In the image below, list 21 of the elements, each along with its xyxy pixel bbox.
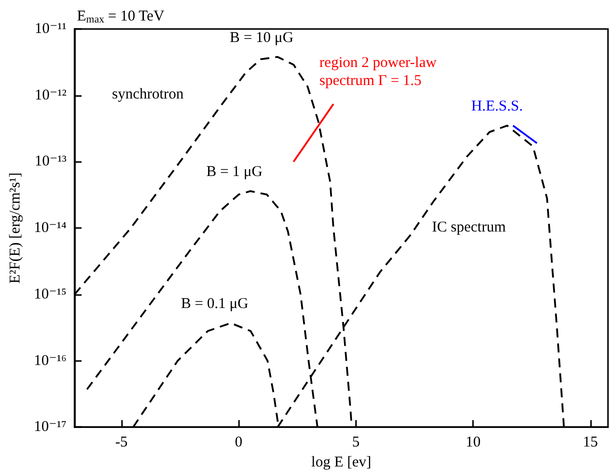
y-tick-label: 10⁻¹²	[34, 87, 68, 104]
series-label: B = 1 μG	[206, 164, 263, 180]
series-label: H.E.S.S.	[471, 98, 523, 115]
x-axis-title: log E [ev]	[311, 454, 372, 470]
x-tick-label: 10	[466, 434, 481, 451]
series-label: region 2 power-law spectrum Γ = 1.5	[319, 55, 437, 90]
annotation: IC spectrum	[432, 220, 506, 236]
series-label: B = 10 μG	[230, 30, 294, 46]
x-tick-label: 15	[582, 434, 598, 451]
y-tick-label: 10⁻¹⁷	[34, 419, 67, 436]
annotation: synchrotron	[112, 86, 184, 102]
y-tick-label: 10⁻¹⁵	[34, 286, 67, 302]
y-axis-title: E²F(E) [erg/cm²s¹]	[8, 172, 24, 284]
y-tick-label: 10⁻¹¹	[34, 21, 67, 37]
x-tick-label: 0	[234, 434, 242, 451]
y-tick-label: 10⁻¹⁴	[34, 220, 67, 236]
series-label: B = 0.1 μG	[181, 296, 249, 312]
y-tick-label: 10⁻¹³	[34, 154, 68, 170]
x-tick-label: 5	[352, 434, 360, 451]
y-tick-label: 10⁻¹⁶	[34, 352, 67, 369]
x-tick-label: -5	[115, 434, 128, 451]
